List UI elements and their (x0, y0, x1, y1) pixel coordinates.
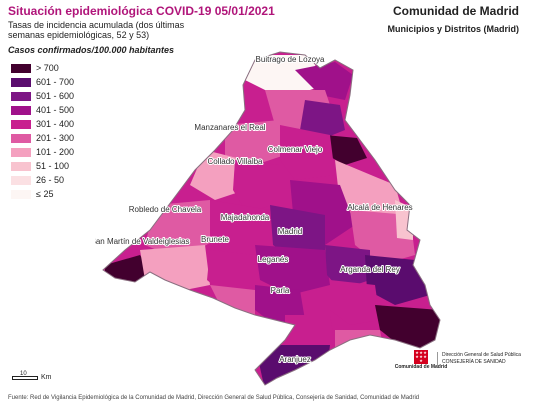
legend-swatch (10, 188, 32, 200)
region-manzanares (225, 120, 285, 165)
legend-item: > 700 (10, 62, 74, 75)
label-buitrago-line1: Buitrago de Lozoya (256, 55, 325, 64)
map-labels: Buitrago de Lozoya Manzanares el Real Co… (95, 54, 414, 365)
source-footer: Fuente: Red de Vigilancia Epidemiológica… (8, 395, 420, 401)
region-robledo (145, 200, 215, 260)
region-coslada (325, 245, 370, 290)
label-parla: Parla (271, 286, 290, 295)
label-alcala: Alcalá de Henares (347, 203, 412, 212)
legend-swatch (10, 118, 32, 130)
region-ciempozuelos (335, 330, 385, 365)
region-parla (285, 315, 335, 352)
legend-label: 501 - 600 (36, 91, 75, 102)
label-robledo: Robledo de Chavela (129, 205, 202, 214)
label-majadahonda: Majadahonda (221, 213, 270, 222)
label-arganda: Arganda del Rey (340, 265, 400, 274)
legend-swatch (10, 62, 32, 74)
scale-unit: Km (41, 374, 52, 381)
legend-item: 201 - 300 (10, 132, 74, 145)
legend-swatch (10, 146, 32, 158)
units-label: Casos confirmados/100.000 habitantes (8, 45, 175, 55)
region-majadahonda (270, 205, 325, 260)
legend-item: 26 - 50 (10, 174, 74, 187)
legend-swatch (10, 132, 32, 144)
label-colmenar: Colmenar Viejo (268, 145, 323, 154)
legend-item: 51 - 100 (10, 160, 74, 173)
label-leganes: Leganés (258, 255, 289, 264)
comunidad-madrid-logo: ★ ★ ★ ★ ★ ★ ★ Comunidad de Madrid Dirección Ge… (395, 350, 521, 370)
legend-label: 201 - 300 (36, 133, 75, 144)
logo-department: Dirección General de Salud Pública CONSE… (437, 352, 521, 366)
region-arganda-east (365, 255, 430, 305)
map-region-outline (102, 51, 441, 386)
scale-value: 10 (20, 370, 27, 377)
region-sw (140, 245, 210, 292)
region-name: Comunidad de Madrid (393, 4, 519, 18)
legend-label: 401 - 500 (36, 105, 75, 116)
region-north (245, 55, 325, 95)
region-buitrago (295, 62, 353, 100)
flag-icon: ★ ★ ★ ★ ★ ★ ★ (414, 350, 428, 364)
label-villalba: Collado Villalba (208, 157, 264, 166)
logo-line-1: Dirección General de Salud Pública (442, 352, 521, 358)
logo-mark: ★ ★ ★ ★ ★ ★ ★ Comunidad de Madrid (395, 350, 447, 370)
logo-name: Comunidad de Madrid (394, 364, 448, 370)
label-aranjuez: Aranjuez (279, 355, 311, 364)
region-arganda (330, 280, 380, 325)
legend-label: > 700 (36, 63, 59, 74)
region-guadarrama (190, 150, 245, 200)
legend-label: ≤ 25 (36, 189, 54, 200)
label-san-martin: San Martín de Valdeiglesias (95, 237, 190, 246)
legend-label: 101 - 200 (36, 147, 75, 158)
legend-label: 51 - 100 (36, 161, 70, 172)
legend-item: 601 - 700 (10, 76, 74, 89)
scope-label: Municipios y Distritos (Madrid) (387, 24, 519, 34)
scale-bar-graphic: 10 (12, 371, 38, 380)
label-manzanares: Manzanares el Real (194, 123, 265, 132)
region-madrid (255, 245, 330, 295)
madrid-choropleth-map: Buitrago de Lozoya Manzanares el Real Co… (95, 51, 441, 386)
label-brunete: Brunete (201, 235, 230, 244)
region-ne-cluster (300, 100, 345, 140)
legend-label: 601 - 700 (36, 77, 75, 88)
legend-item: ≤ 25 (10, 188, 74, 201)
label-madrid: Madrid (278, 227, 302, 236)
legend-label: 301 - 400 (36, 119, 75, 130)
legend-swatch (10, 90, 32, 102)
logo-line-2: CONSEJERÍA DE SANIDAD (442, 359, 506, 365)
region-galapagar (210, 200, 275, 260)
scale-bar: 10 Km (12, 371, 52, 381)
legend-swatch (10, 76, 32, 88)
legend-label: 26 - 50 (36, 175, 65, 186)
map-subtitle: Tasas de incidencia acumulada (dos últim… (8, 20, 185, 40)
region-se-dark (375, 305, 440, 350)
map-title: Situación epidemiológica COVID-19 05/01/… (8, 4, 275, 18)
region-aranjuez (255, 345, 330, 385)
legend-swatch (10, 160, 32, 172)
legend-swatch (10, 104, 32, 116)
region-brunete (207, 250, 260, 295)
legend-item: 501 - 600 (10, 90, 74, 103)
legend-item: 401 - 500 (10, 104, 74, 117)
legend-item: 301 - 400 (10, 118, 74, 131)
region-ne-dark (325, 135, 367, 165)
map-legend: > 700 601 - 700 501 - 600 401 - 500 301 … (10, 62, 74, 202)
legend-swatch (10, 174, 32, 186)
region-colmenar (280, 125, 335, 180)
region-villalba (233, 160, 280, 210)
legend-item: 101 - 200 (10, 146, 74, 159)
